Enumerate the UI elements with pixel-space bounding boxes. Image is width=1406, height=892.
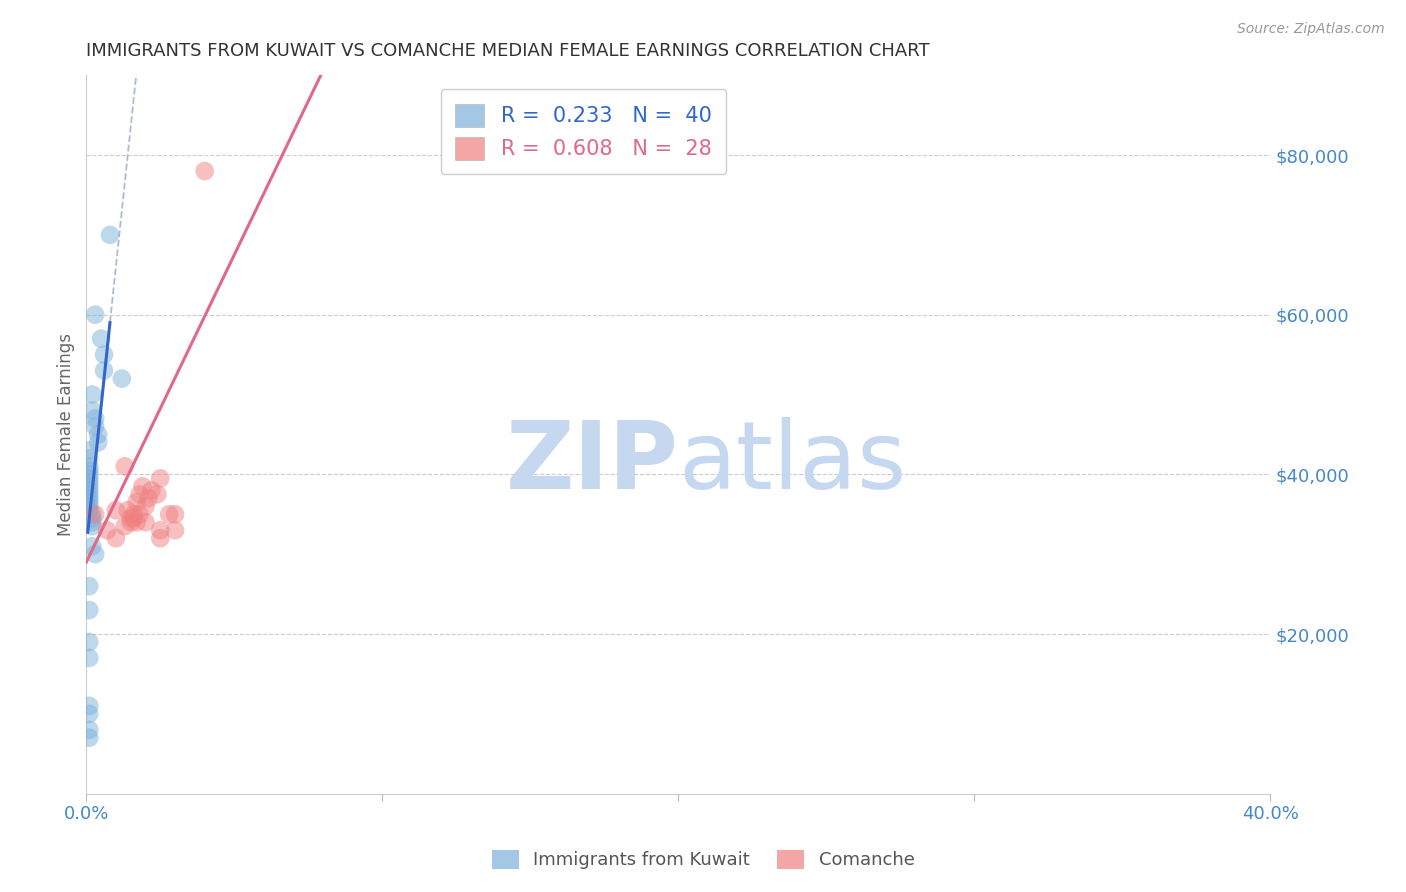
Point xyxy=(82,387,104,401)
Point xyxy=(149,523,172,537)
Point xyxy=(77,503,100,517)
Point xyxy=(165,523,187,537)
Point xyxy=(77,463,100,477)
Point xyxy=(84,508,107,522)
Point xyxy=(84,411,107,425)
Point xyxy=(77,443,100,458)
Text: IMMIGRANTS FROM KUWAIT VS COMANCHE MEDIAN FEMALE EARNINGS CORRELATION CHART: IMMIGRANTS FROM KUWAIT VS COMANCHE MEDIA… xyxy=(86,42,929,60)
Point xyxy=(77,651,100,665)
Point xyxy=(122,508,145,522)
Point xyxy=(165,508,187,522)
Point xyxy=(77,579,100,593)
Point xyxy=(84,419,107,434)
Point xyxy=(141,483,163,498)
Point xyxy=(77,731,100,745)
Point xyxy=(146,487,169,501)
Point xyxy=(77,475,100,490)
Text: atlas: atlas xyxy=(678,417,907,509)
Point xyxy=(77,491,100,506)
Point xyxy=(77,479,100,493)
Point xyxy=(82,508,104,522)
Point xyxy=(98,227,121,242)
Point xyxy=(84,308,107,322)
Point xyxy=(122,511,145,525)
Point xyxy=(77,487,100,501)
Point xyxy=(104,503,127,517)
Point xyxy=(93,348,115,362)
Point xyxy=(120,511,142,525)
Point xyxy=(77,603,100,617)
Point xyxy=(194,164,217,178)
Point xyxy=(149,531,172,545)
Point xyxy=(77,495,100,509)
Legend: R =  0.233   N =  40, R =  0.608   N =  28: R = 0.233 N = 40, R = 0.608 N = 28 xyxy=(440,89,727,174)
Point xyxy=(114,519,136,533)
Point xyxy=(104,531,127,545)
Text: ZIP: ZIP xyxy=(505,417,678,509)
Point xyxy=(128,508,150,522)
Point xyxy=(77,500,100,514)
Point xyxy=(157,508,180,522)
Text: Source: ZipAtlas.com: Source: ZipAtlas.com xyxy=(1237,22,1385,37)
Point xyxy=(77,706,100,721)
Point xyxy=(138,491,160,506)
Point xyxy=(134,500,156,514)
Point xyxy=(114,459,136,474)
Point xyxy=(82,519,104,533)
Point xyxy=(77,635,100,649)
Point xyxy=(77,459,100,474)
Point xyxy=(87,435,110,450)
Point xyxy=(82,515,104,529)
Point xyxy=(131,479,153,493)
Point xyxy=(96,523,118,537)
Point xyxy=(77,483,100,498)
Point xyxy=(134,515,156,529)
Point xyxy=(125,515,148,529)
Point xyxy=(77,451,100,466)
Point xyxy=(128,487,150,501)
Point xyxy=(82,403,104,417)
Point xyxy=(82,539,104,553)
Point xyxy=(111,371,134,385)
Point xyxy=(125,495,148,509)
Point xyxy=(82,511,104,525)
Point xyxy=(117,503,139,517)
Point xyxy=(77,698,100,713)
Y-axis label: Median Female Earnings: Median Female Earnings xyxy=(58,333,75,536)
Point xyxy=(77,471,100,485)
Point xyxy=(84,547,107,561)
Point xyxy=(90,332,112,346)
Point xyxy=(77,723,100,737)
Point xyxy=(77,467,100,482)
Point xyxy=(93,363,115,377)
Point xyxy=(120,515,142,529)
Point xyxy=(149,471,172,485)
Legend: Immigrants from Kuwait, Comanche: Immigrants from Kuwait, Comanche xyxy=(482,841,924,879)
Point xyxy=(87,427,110,442)
